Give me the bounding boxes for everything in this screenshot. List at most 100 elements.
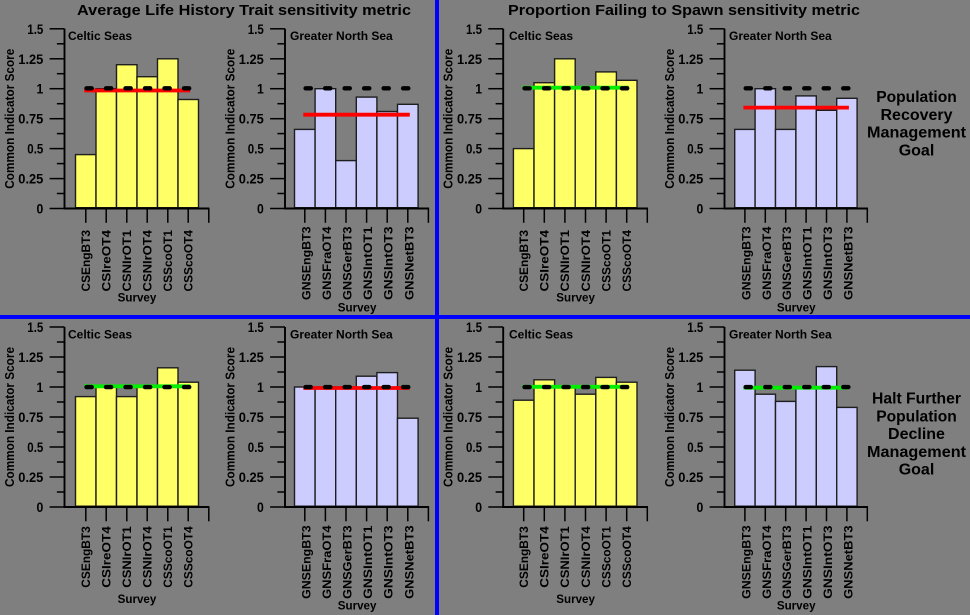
svg-text:Celtic Seas: Celtic Seas — [68, 328, 132, 342]
svg-text:CSNIrOT4: CSNIrOT4 — [579, 230, 593, 292]
svg-text:CSScoOT4: CSScoOT4 — [182, 526, 196, 588]
svg-text:0.25: 0.25 — [457, 171, 482, 187]
svg-text:1: 1 — [475, 379, 482, 395]
svg-text:GNSGerBT3: GNSGerBT3 — [341, 226, 355, 300]
svg-text:0.75: 0.75 — [239, 409, 264, 425]
svg-text:1.25: 1.25 — [678, 349, 703, 365]
svg-text:CSNIrOT1: CSNIrOT1 — [120, 230, 134, 292]
svg-text:Goal: Goal — [899, 462, 935, 479]
svg-text:0.75: 0.75 — [18, 111, 43, 127]
svg-text:CSEngBT3: CSEngBT3 — [517, 526, 531, 588]
svg-text:Management: Management — [867, 444, 967, 461]
svg-text:0.5: 0.5 — [248, 141, 264, 157]
svg-text:0.25: 0.25 — [239, 469, 264, 485]
svg-text:GNSGerBT3: GNSGerBT3 — [780, 525, 794, 599]
svg-text:1: 1 — [37, 81, 44, 97]
svg-text:1.5: 1.5 — [27, 319, 43, 335]
svg-text:0: 0 — [37, 201, 44, 217]
svg-text:0: 0 — [37, 499, 44, 515]
svg-text:CSScoOT4: CSScoOT4 — [182, 230, 196, 292]
svg-text:1.5: 1.5 — [248, 21, 264, 37]
svg-text:0: 0 — [697, 201, 704, 217]
svg-text:1.5: 1.5 — [687, 319, 703, 335]
svg-text:Common Indicator Score: Common Indicator Score — [3, 347, 17, 487]
svg-text:GNSFraOT4: GNSFraOT4 — [320, 226, 334, 300]
svg-text:0: 0 — [475, 201, 482, 217]
svg-text:Celtic Seas: Celtic Seas — [509, 29, 573, 43]
svg-text:Survey: Survey — [777, 302, 816, 315]
svg-text:CSNIrOT4: CSNIrOT4 — [141, 230, 155, 292]
svg-text:Survey: Survey — [556, 593, 595, 606]
svg-text:Goal: Goal — [899, 142, 935, 159]
svg-text:CSIreOT4: CSIreOT4 — [100, 230, 114, 292]
svg-text:1: 1 — [37, 379, 44, 395]
svg-text:CSIreOT4: CSIreOT4 — [538, 526, 552, 588]
svg-text:Common Indicator Score: Common Indicator Score — [663, 347, 677, 487]
svg-text:0: 0 — [257, 201, 264, 217]
svg-text:CSScoOT1: CSScoOT1 — [161, 230, 175, 292]
svg-text:CSNIrOT1: CSNIrOT1 — [558, 526, 572, 588]
svg-text:CSScoOT1: CSScoOT1 — [161, 526, 175, 588]
svg-text:0.25: 0.25 — [678, 469, 703, 485]
svg-text:0.25: 0.25 — [457, 469, 482, 485]
svg-text:1: 1 — [475, 81, 482, 97]
svg-text:GNSNetBT3: GNSNetBT3 — [841, 525, 855, 599]
svg-text:GNSIntOT3: GNSIntOT3 — [382, 226, 396, 300]
svg-text:GNSNetBT3: GNSNetBT3 — [841, 226, 855, 300]
svg-text:0.75: 0.75 — [457, 409, 482, 425]
svg-text:CSIreOT4: CSIreOT4 — [100, 526, 114, 588]
svg-text:1.25: 1.25 — [457, 51, 482, 67]
svg-text:Survey: Survey — [556, 292, 595, 305]
svg-text:GNSFraOT4: GNSFraOT4 — [760, 226, 774, 300]
svg-text:Greater North Sea: Greater North Sea — [729, 29, 832, 43]
svg-text:GNSIntOT3: GNSIntOT3 — [821, 525, 835, 599]
svg-text:GNSGerBT3: GNSGerBT3 — [341, 525, 355, 599]
svg-text:GNSEngBT3: GNSEngBT3 — [299, 226, 313, 300]
svg-text:GNSNetBT3: GNSNetBT3 — [402, 226, 416, 300]
svg-text:0.5: 0.5 — [27, 439, 43, 455]
svg-text:GNSNetBT3: GNSNetBT3 — [402, 525, 416, 599]
svg-text:GNSIntOT1: GNSIntOT1 — [801, 525, 815, 599]
svg-text:CSNIrOT1: CSNIrOT1 — [558, 230, 572, 292]
svg-text:Halt Further: Halt Further — [872, 391, 961, 408]
svg-text:GNSIntOT1: GNSIntOT1 — [361, 226, 375, 300]
svg-text:Common Indicator Score: Common Indicator Score — [442, 347, 456, 487]
svg-text:Celtic Seas: Celtic Seas — [509, 328, 573, 342]
svg-text:CSScoOT4: CSScoOT4 — [620, 230, 634, 292]
svg-text:GNSFraOT4: GNSFraOT4 — [760, 525, 774, 599]
svg-text:CSIreOT4: CSIreOT4 — [538, 230, 552, 292]
svg-text:Recovery: Recovery — [881, 107, 953, 124]
svg-text:GNSEngBT3: GNSEngBT3 — [299, 525, 313, 599]
svg-text:1.5: 1.5 — [687, 21, 703, 37]
svg-text:GNSIntOT1: GNSIntOT1 — [801, 226, 815, 300]
svg-text:0.25: 0.25 — [18, 469, 43, 485]
svg-text:Common Indicator Score: Common Indicator Score — [3, 49, 17, 189]
svg-text:Common Indicator Score: Common Indicator Score — [663, 49, 677, 189]
svg-text:1.25: 1.25 — [18, 349, 43, 365]
svg-text:0.5: 0.5 — [466, 439, 482, 455]
svg-text:Proportion Failing to Spawn se: Proportion Failing to Spawn sensitivity … — [508, 2, 860, 19]
svg-text:0: 0 — [257, 499, 264, 515]
svg-text:CSEngBT3: CSEngBT3 — [79, 230, 93, 292]
svg-text:CSNIrOT4: CSNIrOT4 — [141, 526, 155, 588]
svg-text:0.25: 0.25 — [678, 171, 703, 187]
svg-text:1.5: 1.5 — [27, 21, 43, 37]
svg-text:1: 1 — [257, 81, 264, 97]
svg-text:Survey: Survey — [338, 302, 377, 315]
svg-text:0.5: 0.5 — [687, 439, 703, 455]
svg-text:1.25: 1.25 — [678, 51, 703, 67]
svg-text:Survey: Survey — [118, 593, 157, 606]
svg-text:0.75: 0.75 — [678, 409, 703, 425]
svg-text:Survey: Survey — [777, 600, 816, 613]
svg-text:GNSGerBT3: GNSGerBT3 — [780, 226, 794, 300]
svg-text:0: 0 — [697, 499, 704, 515]
svg-text:1: 1 — [697, 81, 704, 97]
svg-text:Population: Population — [876, 89, 957, 106]
svg-text:Common Indicator Score: Common Indicator Score — [442, 49, 456, 189]
svg-text:Survey: Survey — [338, 600, 377, 613]
svg-text:1: 1 — [697, 379, 704, 395]
svg-text:CSNIrOT4: CSNIrOT4 — [579, 526, 593, 588]
svg-text:1.25: 1.25 — [239, 51, 264, 67]
svg-text:0.75: 0.75 — [457, 111, 482, 127]
svg-text:GNSIntOT3: GNSIntOT3 — [821, 226, 835, 300]
